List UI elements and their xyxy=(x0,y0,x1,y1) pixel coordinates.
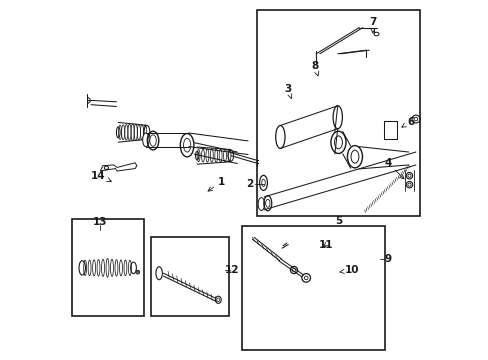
Ellipse shape xyxy=(142,133,149,147)
Text: 1: 1 xyxy=(208,177,224,191)
Text: 10: 10 xyxy=(339,265,359,275)
Text: 2: 2 xyxy=(246,179,253,189)
Text: 14: 14 xyxy=(91,171,111,181)
Bar xyxy=(257,10,419,216)
Text: 13: 13 xyxy=(93,217,107,227)
Text: 3: 3 xyxy=(284,84,291,98)
Text: 12: 12 xyxy=(224,265,239,275)
Text: 9: 9 xyxy=(384,254,391,264)
Bar xyxy=(241,226,384,350)
Bar xyxy=(150,237,229,316)
Text: 5: 5 xyxy=(334,216,342,226)
Text: 8: 8 xyxy=(310,61,318,76)
Text: 6: 6 xyxy=(401,117,413,127)
Text: 7: 7 xyxy=(368,17,376,33)
Bar xyxy=(72,220,144,316)
Text: 11: 11 xyxy=(318,239,333,249)
Text: 4: 4 xyxy=(384,158,403,179)
